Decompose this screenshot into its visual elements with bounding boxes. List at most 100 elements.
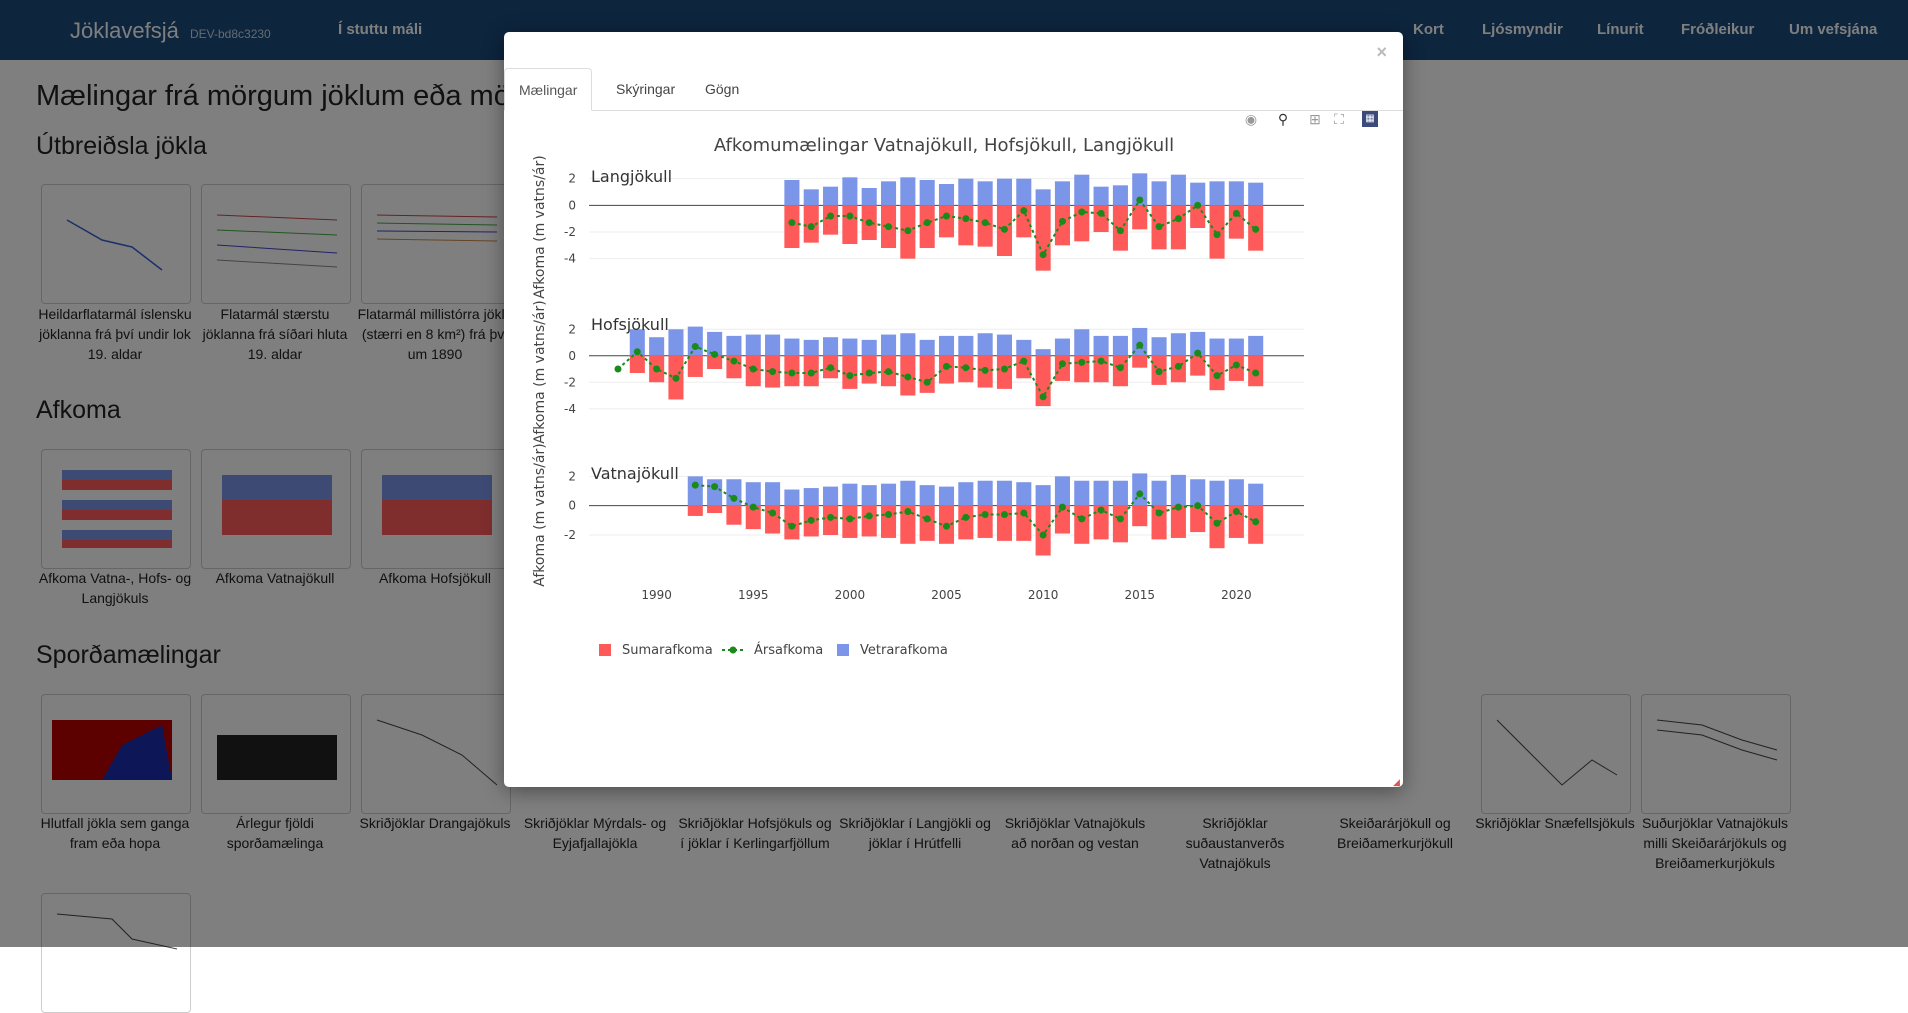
x-axis: 1990 1995 2000 2005 2010 2015 2020 — [641, 588, 1251, 602]
annual-point — [1213, 231, 1221, 239]
annual-point — [749, 503, 757, 511]
winter-bar — [1093, 186, 1109, 206]
summer-bar — [1074, 205, 1090, 242]
winter-bar — [938, 486, 955, 506]
winter-bar — [1190, 479, 1206, 506]
annual-point — [1252, 225, 1260, 233]
autoscale-icon[interactable]: ⛶ — [1334, 111, 1344, 127]
winter-bar — [919, 339, 935, 356]
ylabel-vatnajokull: Afkoma (m vatns/ár) — [532, 443, 548, 586]
annual-point — [943, 212, 950, 220]
annual-point — [1039, 251, 1047, 259]
summer-bar — [1035, 355, 1051, 407]
annual-point — [1194, 502, 1202, 510]
summer-bar — [1132, 505, 1148, 527]
winter-bar — [1151, 480, 1167, 506]
plotly-logo-icon[interactable]: ▦ — [1362, 111, 1378, 127]
winter-bar — [745, 482, 761, 506]
winter-bar — [938, 335, 955, 356]
winter-bar — [1035, 189, 1051, 206]
tab-explanations[interactable]: Skýringar — [616, 81, 676, 97]
x-tick-label: 2015 — [1124, 588, 1155, 602]
winter-bar — [880, 483, 897, 506]
camera-icon[interactable]: ◉ — [1244, 111, 1258, 127]
summer-bar — [996, 505, 1013, 541]
summer-bar — [1112, 505, 1128, 543]
winter-bar — [1093, 335, 1109, 356]
summer-bar — [726, 505, 742, 525]
y-axis-labels: Afkoma (m vatns/ár)Afkoma (m vatns/ár)Af… — [532, 155, 548, 586]
tab-data[interactable]: Gögn — [705, 81, 740, 97]
annual-point — [1097, 357, 1105, 365]
winter-bar — [1054, 338, 1070, 356]
annual-point — [1213, 372, 1221, 380]
annual-point — [943, 522, 950, 530]
winter-bar — [1248, 182, 1264, 206]
winter-bar — [687, 326, 703, 356]
summer-bar — [938, 205, 955, 238]
annual-point — [1155, 223, 1163, 231]
winter-bar — [919, 180, 935, 206]
winter-bar — [880, 334, 897, 356]
winter-bar — [861, 485, 877, 506]
panel-label: Vatnajökull — [591, 464, 679, 483]
winter-bar — [803, 488, 819, 506]
summer-bar — [1132, 355, 1148, 368]
winter-bar — [1228, 479, 1244, 506]
annual-point — [1136, 196, 1144, 204]
panel-label: Hofsjökull — [591, 315, 669, 334]
annual-point — [1058, 360, 1066, 368]
winter-bar — [1151, 337, 1167, 356]
legend-label-summer: Sumarafkoma — [622, 643, 713, 658]
annual-point — [1000, 510, 1008, 518]
resize-handle[interactable]: ◢ — [1393, 777, 1400, 787]
winter-bar — [1228, 181, 1244, 206]
winter-bar — [668, 329, 684, 356]
legend-label-annual: Ársafkoma — [754, 642, 823, 658]
summer-bar — [687, 505, 703, 516]
summer-bar — [1035, 505, 1051, 556]
annual-point — [827, 364, 835, 372]
zoom-in-icon[interactable]: ⊞ — [1309, 111, 1321, 127]
annual-point — [1232, 508, 1240, 516]
summer-bar — [1054, 505, 1070, 534]
annual-point — [1039, 531, 1047, 539]
annual-point — [1232, 209, 1240, 217]
winter-bar — [900, 177, 916, 206]
summer-bar — [842, 205, 858, 244]
annual-point — [1078, 358, 1086, 366]
annual-point — [1078, 515, 1086, 523]
winter-bar — [1054, 181, 1070, 206]
winter-bar — [1132, 473, 1148, 506]
summer-bar — [919, 505, 935, 541]
modal-tabs: Mælingar Skýringar Gögn — [504, 68, 1403, 111]
annual-point — [846, 515, 854, 523]
annual-point — [1213, 519, 1221, 527]
winter-bar — [977, 181, 993, 206]
winter-bar — [958, 482, 974, 506]
ylabel-hofsjokull: Afkoma (m vatns/ár) — [532, 300, 548, 443]
annual-point — [1194, 349, 1202, 357]
annual-point — [1155, 509, 1163, 517]
summer-bar — [861, 505, 877, 537]
annual-point — [1174, 362, 1182, 370]
winter-bar — [784, 338, 800, 356]
y-tick-label: 2 — [568, 322, 576, 336]
y-tick-label: 0 — [568, 198, 576, 212]
close-icon[interactable]: × — [1376, 42, 1387, 62]
y-tick-label: -4 — [564, 402, 576, 416]
annual-point — [711, 483, 719, 491]
annual-point — [865, 219, 873, 227]
annual-point — [904, 227, 912, 235]
annual-point — [1116, 515, 1124, 523]
winter-bar — [765, 334, 781, 356]
annual-point — [923, 378, 931, 386]
annual-point — [1116, 364, 1124, 372]
annual-point — [1058, 503, 1066, 511]
winter-bar — [1190, 182, 1206, 206]
zoom-icon[interactable]: ⚲ — [1277, 111, 1289, 127]
tab-measurements[interactable]: Mælingar — [504, 68, 593, 111]
annual-point — [885, 368, 893, 376]
legend-point-annual — [729, 646, 737, 654]
summer-bar — [823, 205, 839, 235]
